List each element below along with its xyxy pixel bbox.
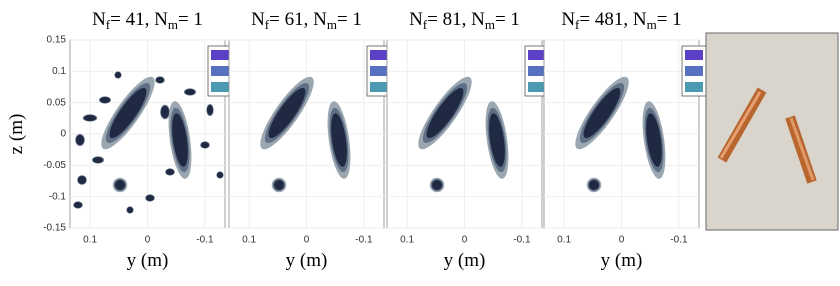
title-text: N <box>409 9 423 30</box>
title-subscript: m <box>485 17 495 32</box>
contour <box>100 97 110 103</box>
contour <box>185 89 195 95</box>
x-tick-label: -0.1 <box>513 235 531 246</box>
title-text: N <box>251 9 265 30</box>
title-subscript: f <box>265 17 270 32</box>
x-axis-label: y (m) <box>444 250 486 271</box>
contour <box>432 180 442 190</box>
x-tick-label: 0 <box>145 235 151 246</box>
copper-tubes <box>717 87 817 184</box>
y-tick-label: 0 <box>60 129 66 140</box>
contour <box>161 106 169 118</box>
contour <box>217 172 223 178</box>
y-tick-label: 0.15 <box>47 35 67 46</box>
contour <box>646 113 662 167</box>
contour <box>156 77 164 83</box>
y-tick-label: -0.05 <box>43 160 66 171</box>
x-tick-label: -0.1 <box>196 235 214 246</box>
title-text: = 1 <box>178 9 203 30</box>
contour <box>268 88 306 138</box>
legend-swatch <box>685 66 703 76</box>
title-subscript: m <box>168 17 178 32</box>
x-axis-label: y (m) <box>601 250 643 271</box>
title-subscript: m <box>327 17 337 32</box>
title-subscript: f <box>106 17 111 32</box>
contour <box>78 176 86 184</box>
contour <box>74 202 82 208</box>
contour <box>109 88 147 138</box>
contour <box>76 135 84 145</box>
title-text: N <box>92 9 106 30</box>
contour <box>274 180 284 190</box>
contour <box>331 113 347 167</box>
contour <box>127 207 133 213</box>
panel: 0.1 0 -0.1 Nf= 481, Nm= 1 y (m) <box>543 9 700 271</box>
x-tick-label: 0.1 <box>557 235 571 246</box>
x-tick-label: 0.1 <box>400 235 414 246</box>
contour <box>583 88 621 138</box>
contour <box>201 142 209 148</box>
panel: 0.15 0.1 0.05 0 -0.05 -0.1 -0.15 0.1 0 -0.1 Nf= 41… <box>43 9 226 271</box>
contour <box>115 180 125 190</box>
y-tick-label: 0.1 <box>52 66 66 77</box>
y-tick-label: 0.05 <box>47 97 67 108</box>
x-tick-label: 0.1 <box>83 235 97 246</box>
panel-title: Nf= 41, Nm= 1 <box>92 9 203 32</box>
legend-swatch <box>685 50 703 60</box>
x-tick-label: 0 <box>304 235 310 246</box>
contour <box>115 72 121 78</box>
contour <box>93 157 103 163</box>
legend-swatch <box>211 50 229 60</box>
contour <box>146 195 154 201</box>
panel-title: Nf= 481, Nm= 1 <box>561 9 681 32</box>
photo <box>705 32 839 231</box>
x-axis-label: y (m) <box>286 250 328 271</box>
title-text: = 41, N <box>110 9 168 30</box>
legend-swatch <box>211 82 229 92</box>
x-axis-label: y (m) <box>127 250 169 271</box>
legend-swatch <box>370 50 388 60</box>
x-tick-label: -0.1 <box>670 235 688 246</box>
title-subscript: f <box>575 17 580 32</box>
title-text: = 1 <box>657 9 682 30</box>
contour <box>589 180 599 190</box>
legend-swatch <box>528 50 546 60</box>
x-tick-label: 0 <box>619 235 625 246</box>
legend-swatch <box>370 82 388 92</box>
title-text: = 81, N <box>427 9 485 30</box>
x-tick-label: -0.1 <box>355 235 373 246</box>
title-subscript: f <box>423 17 428 32</box>
panel: 0.1 0 -0.1 Nf= 81, Nm= 1 y (m) <box>386 9 543 271</box>
contour <box>172 113 188 167</box>
y-tick-label: -0.1 <box>49 191 67 202</box>
title-subscript: m <box>647 17 657 32</box>
y-axis-label: z (m) <box>6 114 27 155</box>
panel-title: Nf= 81, Nm= 1 <box>409 9 520 32</box>
panel: 0.1 0 -0.1 Nf= 61, Nm= 1 y (m) <box>228 9 385 271</box>
contour <box>84 115 96 121</box>
title-text: = 1 <box>495 9 520 30</box>
legend-swatch <box>370 66 388 76</box>
legend-swatch <box>528 82 546 92</box>
contour <box>426 88 464 138</box>
title-text: = 481, N <box>579 9 646 30</box>
x-tick-label: 0.1 <box>242 235 256 246</box>
contour <box>489 113 505 167</box>
legend-swatch <box>211 66 229 76</box>
title-text: N <box>561 9 575 30</box>
title-text: = 1 <box>337 9 362 30</box>
contour <box>207 105 213 115</box>
contour <box>166 169 174 175</box>
legend-swatch <box>528 66 546 76</box>
x-tick-label: 0 <box>462 235 468 246</box>
title-text: = 61, N <box>269 9 327 30</box>
legend-swatch <box>685 82 703 92</box>
panel-title: Nf= 61, Nm= 1 <box>251 9 362 32</box>
y-tick-label: -0.15 <box>43 223 66 234</box>
